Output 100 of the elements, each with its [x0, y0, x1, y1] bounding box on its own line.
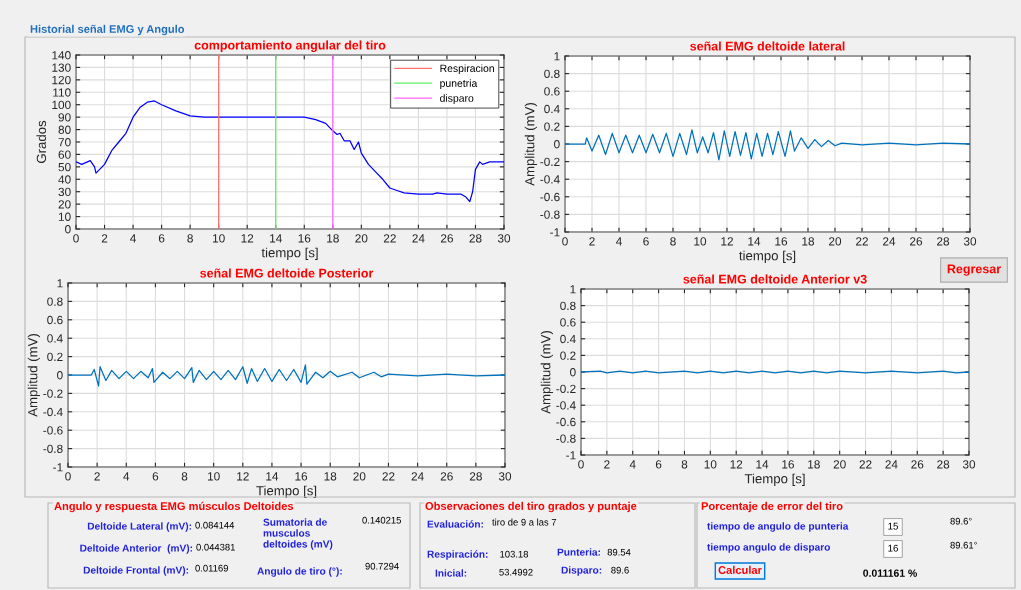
- y-axis-title: Grados: [36, 120, 47, 163]
- x-tick-label: 28: [937, 460, 950, 469]
- text: Angulo de tiro (°):: [257, 567, 342, 577]
- y-tick-label: 10: [58, 212, 71, 221]
- text: 0.011161 %: [863, 569, 917, 577]
- x-tick-label: 22: [383, 234, 396, 243]
- y-tick-label: -0.2: [540, 157, 560, 166]
- legend-label: punetria: [440, 79, 478, 89]
- x-axis-title: Tiempo [s]: [744, 473, 805, 486]
- x-tick-label: 26: [910, 237, 923, 246]
- legend-label: Respiracion: [440, 64, 494, 75]
- x-tick-label: 4: [629, 460, 636, 469]
- y-tick-label: 70: [58, 138, 71, 147]
- y-tick-label: -0.2: [43, 389, 63, 398]
- x-tick-label: 10: [694, 237, 707, 246]
- y-tick-label: -1: [566, 451, 576, 460]
- x-tick-label: 26: [911, 460, 924, 469]
- line-series: [68, 364, 505, 387]
- text: 0.140215: [362, 516, 401, 524]
- y-tick-label: -0.6: [540, 192, 560, 202]
- y-tick-label: -0.8: [43, 444, 63, 453]
- x-tick-label: 14: [748, 237, 761, 246]
- y-tick-label: -0.4: [540, 175, 560, 184]
- x-tick-label: 12: [730, 460, 743, 469]
- y-tick-label: 0.6: [560, 318, 576, 327]
- text: 0.01169: [195, 564, 228, 572]
- y-axis-title: Amplitud (mV): [524, 103, 538, 186]
- y-tick-label: 80: [58, 125, 71, 134]
- y-tick-label: -0.2: [556, 384, 576, 393]
- x-tick-label: 16: [295, 472, 308, 481]
- text: 89.6°: [950, 517, 972, 525]
- text: 89.61°: [950, 541, 977, 549]
- text: 0.084144: [195, 521, 235, 529]
- x-tick-label: 18: [324, 472, 337, 481]
- x-tick-label: 6: [158, 234, 165, 243]
- y-tick-label: 50: [58, 162, 71, 172]
- text: Regresar: [947, 264, 1001, 276]
- text: Sumatoria de musculos deltoides (mV): [263, 518, 333, 550]
- x-tick-label: 18: [802, 237, 815, 246]
- y-tick-label: 0: [554, 140, 560, 149]
- x-tick-label: 26: [440, 472, 453, 481]
- y-tick-label: 0.2: [544, 122, 560, 131]
- y-tick-label: -1: [53, 463, 63, 472]
- y-tick-label: 110: [53, 88, 71, 97]
- y-tick-label: 60: [58, 150, 71, 159]
- y-tick-label: 0.4: [560, 334, 576, 344]
- x-tick-label: 28: [469, 234, 482, 243]
- y-tick-label: 0: [57, 371, 63, 380]
- text: 53.4992: [499, 568, 533, 576]
- text: 0.044381: [196, 543, 235, 551]
- x-tick-label: 4: [615, 237, 622, 246]
- text: Punteria:: [557, 548, 600, 556]
- x-axis-title: tiempo [s]: [739, 250, 796, 263]
- x-tick-label: 20: [355, 234, 368, 243]
- chart-title: señal EMG deltoide lateral: [690, 41, 845, 51]
- y-tick-label: 0.4: [544, 104, 560, 114]
- y-tick-label: 1: [57, 279, 63, 288]
- x-tick-label: 30: [963, 237, 977, 246]
- x-tick-label: 2: [604, 460, 610, 469]
- x-tick-label: 14: [266, 472, 279, 481]
- x-tick-label: 20: [833, 460, 846, 469]
- x-tick-label: 28: [469, 472, 482, 481]
- x-tick-label: 12: [237, 472, 249, 481]
- legend-label: disparo: [440, 94, 474, 104]
- text: 16: [888, 544, 898, 552]
- x-tick-label: 24: [883, 237, 896, 246]
- y-tick-label: -0.8: [556, 434, 576, 443]
- y-tick-label: 40: [58, 175, 71, 184]
- x-tick-label: 14: [270, 234, 282, 243]
- y-tick-label: 120: [52, 75, 71, 85]
- y-tick-label: 0.8: [560, 301, 576, 310]
- y-tick-label: -0.6: [556, 417, 576, 427]
- x-tick-label: 12: [721, 237, 733, 246]
- text: Evaluación:: [427, 520, 483, 528]
- x-tick-label: 18: [808, 460, 820, 469]
- x-axis-title: Tiempo [s]: [256, 485, 317, 498]
- x-tick-label: 12: [241, 234, 254, 243]
- x-tick-label: 0: [578, 460, 584, 469]
- text: 15: [888, 522, 898, 530]
- x-tick-label: 6: [643, 237, 649, 246]
- y-tick-label: 0.8: [47, 297, 63, 306]
- y-tick-label: 0.4: [47, 334, 63, 343]
- text: Inicial:: [435, 569, 467, 577]
- y-tick-label: 30: [58, 187, 71, 197]
- text: 103.18: [500, 550, 529, 558]
- x-tick-label: 10: [213, 234, 225, 243]
- y-tick-label: 140: [52, 51, 71, 60]
- x-tick-label: 22: [856, 237, 868, 246]
- x-tick-label: 6: [655, 460, 662, 469]
- x-tick-label: 8: [681, 460, 688, 469]
- x-tick-label: 26: [440, 234, 453, 243]
- y-axis-title: Amplitud (mV): [540, 331, 554, 414]
- y-tick-label: 1: [554, 52, 560, 61]
- text: Deltoide Frontal (mV):: [83, 566, 189, 576]
- x-tick-label: 28: [937, 237, 950, 246]
- y-tick-label: 0.8: [544, 69, 560, 78]
- x-tick-label: 22: [382, 472, 395, 481]
- text: tiempo de angulo de punteria: [707, 522, 849, 532]
- x-tick-label: 16: [782, 460, 794, 469]
- x-tick-label: 8: [670, 237, 676, 246]
